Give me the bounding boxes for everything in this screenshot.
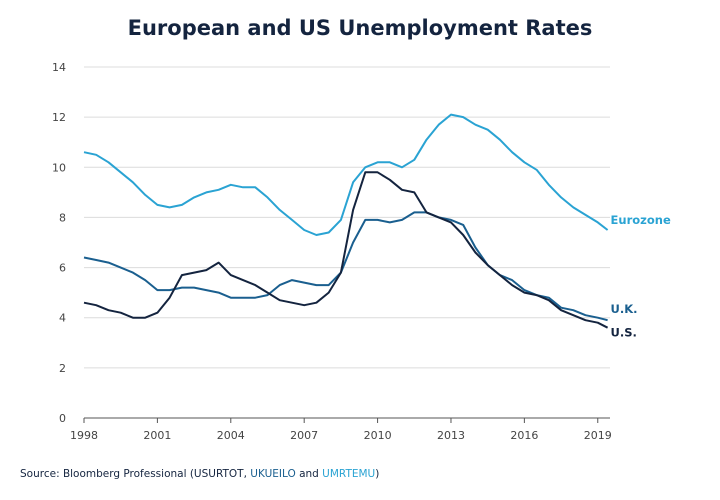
- y-tick-label: 2: [59, 362, 66, 375]
- x-tick-label: 2004: [217, 429, 245, 442]
- x-tick-label: 2016: [510, 429, 538, 442]
- source-suffix: ): [375, 468, 380, 480]
- source-note: Source: Bloomberg Professional (USURTOT,…: [20, 468, 379, 480]
- series-label-eurozone: Eurozone: [611, 213, 671, 227]
- y-tick-label: 14: [52, 61, 66, 74]
- x-tick-label: 2010: [364, 429, 392, 442]
- y-tick-label: 4: [59, 312, 66, 325]
- y-tick-label: 10: [52, 161, 66, 174]
- series-label-uk: U.K.: [611, 302, 638, 316]
- source-uk-code: UKUEILO: [250, 468, 296, 480]
- y-tick-label: 8: [59, 211, 66, 224]
- x-tick-label: 2001: [143, 429, 171, 442]
- x-tick-label: 1998: [70, 429, 98, 442]
- x-tick-label: 2013: [437, 429, 465, 442]
- series-line-us: [83, 171, 609, 329]
- source-ez-code: UMRTEMU: [322, 468, 376, 480]
- x-tick-label: 2019: [584, 429, 612, 442]
- source-middle: and: [295, 468, 323, 480]
- chart-title: European and US Unemployment Rates: [127, 16, 593, 40]
- series-line-eurozone: [83, 113, 609, 236]
- y-tick-label: 6: [59, 262, 66, 275]
- series-line-uk: [83, 211, 608, 322]
- y-tick-label: 0: [59, 412, 66, 425]
- y-tick-label: 12: [52, 111, 66, 124]
- x-tick-label: 2007: [290, 429, 318, 442]
- source-prefix: Source: Bloomberg Professional (USURTOT,: [20, 468, 251, 480]
- series-label-us: U.S.: [611, 326, 637, 340]
